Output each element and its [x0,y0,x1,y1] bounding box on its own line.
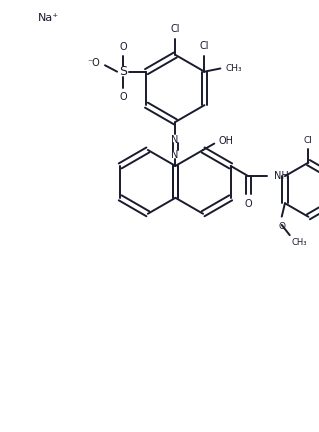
Text: CH₃: CH₃ [225,64,242,73]
Text: O: O [244,200,252,210]
Text: CH₃: CH₃ [292,238,308,247]
Text: Cl: Cl [171,24,180,34]
Text: O: O [120,92,127,102]
Text: O: O [278,222,285,231]
Text: Cl: Cl [200,41,209,51]
Text: O: O [120,41,127,51]
Text: N: N [171,135,179,145]
Text: NH: NH [274,171,288,181]
Text: N: N [171,150,179,160]
Text: ⁻O: ⁻O [88,58,100,68]
Text: Cl: Cl [304,136,313,145]
Text: OH: OH [219,136,234,146]
Text: S: S [120,65,128,78]
Text: Na⁺: Na⁺ [38,13,59,23]
